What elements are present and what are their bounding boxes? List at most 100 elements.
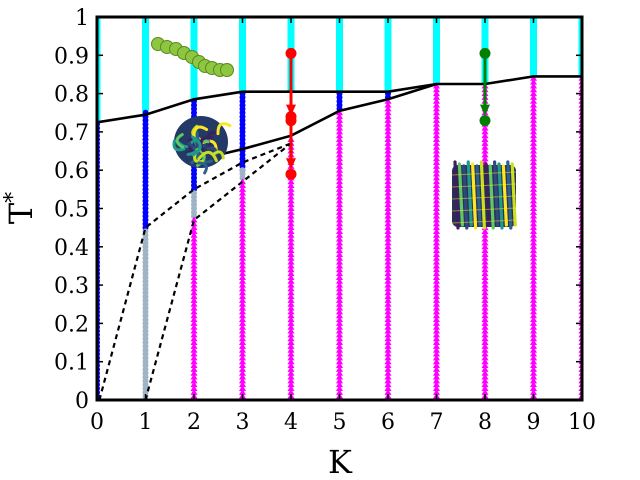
data-point xyxy=(384,48,392,54)
data-point xyxy=(336,208,343,215)
data-point xyxy=(336,178,343,185)
data-point xyxy=(190,354,198,361)
data-point xyxy=(239,29,246,35)
data-point xyxy=(336,239,343,246)
data-point xyxy=(239,208,246,215)
data-point xyxy=(481,250,489,257)
data-point xyxy=(433,182,440,189)
data-point xyxy=(530,362,537,369)
data-point xyxy=(190,277,198,284)
data-point xyxy=(530,159,537,166)
data-point xyxy=(481,308,489,315)
data-point xyxy=(433,41,440,47)
data-point xyxy=(336,296,343,303)
data-point xyxy=(384,377,392,384)
data-point xyxy=(384,170,392,177)
data-point xyxy=(190,41,198,47)
data-point xyxy=(336,319,343,326)
data-point xyxy=(578,60,582,66)
data-point xyxy=(530,109,537,116)
data-point xyxy=(239,60,246,66)
data-point xyxy=(336,185,343,192)
data-point xyxy=(190,79,198,85)
data-point xyxy=(142,71,149,77)
data-point xyxy=(190,37,198,43)
data-point xyxy=(530,254,537,261)
data-point xyxy=(530,312,537,319)
data-point xyxy=(239,289,246,296)
data-point xyxy=(530,350,537,357)
data-point xyxy=(433,331,440,338)
data-point xyxy=(239,216,246,223)
data-point xyxy=(481,296,489,303)
data-point xyxy=(433,189,440,196)
data-point xyxy=(481,227,489,234)
data-point xyxy=(530,151,537,158)
data-point xyxy=(578,29,582,35)
data-point xyxy=(97,71,101,77)
phase-boundary-solid xyxy=(193,82,437,162)
data-point xyxy=(190,94,198,100)
data-point xyxy=(481,147,489,154)
data-point xyxy=(142,64,149,70)
data-point xyxy=(433,79,440,85)
data-point xyxy=(287,281,295,288)
data-point xyxy=(433,136,440,143)
data-point xyxy=(530,227,537,234)
data-point xyxy=(239,224,246,231)
data-point xyxy=(384,159,392,166)
data-point xyxy=(530,48,537,54)
data-point xyxy=(287,182,295,189)
data-point xyxy=(287,308,295,315)
data-point xyxy=(287,327,295,334)
data-point xyxy=(481,281,489,288)
data-point xyxy=(384,197,392,204)
data-point xyxy=(384,151,392,158)
extended-chain-inset xyxy=(151,37,234,77)
data-point xyxy=(578,41,582,47)
data-point xyxy=(384,29,392,35)
data-point xyxy=(287,216,295,223)
data-point xyxy=(530,335,537,342)
data-point xyxy=(190,316,198,323)
data-point xyxy=(384,277,392,284)
data-point xyxy=(384,247,392,254)
data-point xyxy=(336,56,343,62)
data-point xyxy=(287,266,295,273)
data-point xyxy=(530,197,537,204)
data-point xyxy=(336,300,343,307)
data-point xyxy=(530,327,537,334)
data-point xyxy=(433,174,440,181)
data-point xyxy=(481,139,489,146)
inset-images xyxy=(151,37,517,230)
data-point xyxy=(239,48,246,54)
data-point xyxy=(287,377,295,384)
data-point xyxy=(190,227,198,234)
data-point xyxy=(239,75,246,81)
data-point xyxy=(530,239,537,246)
data-point xyxy=(97,106,101,112)
data-point xyxy=(530,308,537,315)
data-point xyxy=(336,79,343,85)
data-point xyxy=(530,293,537,300)
data-point xyxy=(336,365,343,372)
phase-boundary-dashed xyxy=(98,142,292,400)
data-point xyxy=(239,25,246,31)
cooling-arrow xyxy=(285,111,297,180)
data-point xyxy=(239,339,246,346)
data-point xyxy=(239,45,246,51)
data-point xyxy=(433,339,440,346)
data-point xyxy=(336,266,343,273)
data-point xyxy=(433,82,440,89)
data-point xyxy=(97,18,101,24)
data-point xyxy=(287,178,295,185)
data-point xyxy=(239,281,246,288)
data-point xyxy=(97,98,101,104)
data-point xyxy=(481,300,489,307)
data-point xyxy=(530,220,537,227)
data-point xyxy=(336,116,343,123)
data-point xyxy=(481,312,489,319)
data-point xyxy=(578,45,582,51)
data-point xyxy=(433,220,440,227)
